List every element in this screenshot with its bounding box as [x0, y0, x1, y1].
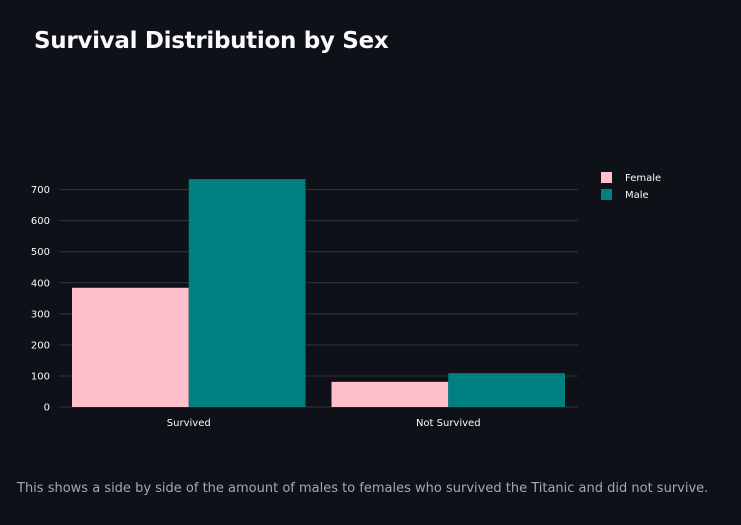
bar-female-survived[interactable] — [72, 287, 189, 407]
legend-label-female[interactable]: Female — [625, 173, 661, 184]
bar-male-survived[interactable] — [188, 179, 306, 407]
bar-male-not-survived[interactable] — [448, 373, 565, 407]
y-axis-ticks: 0 100 200 300 400 500 600 700 — [31, 185, 50, 413]
x-tick-label: Not Survived — [416, 418, 481, 429]
y-tick-label: 700 — [31, 185, 50, 196]
x-axis-ticks: Survived Not Survived — [167, 418, 481, 429]
y-tick-label: 200 — [31, 340, 50, 351]
y-tick-label: 600 — [31, 216, 50, 227]
legend[interactable]: Female Male — [601, 172, 661, 201]
y-tick-label: 400 — [31, 278, 50, 289]
page-title: Survival Distribution by Sex — [34, 28, 389, 54]
y-tick-label: 0 — [44, 403, 50, 414]
y-tick-label: 500 — [31, 247, 50, 258]
y-tick-label: 100 — [31, 371, 50, 382]
bar-chart: 0 100 200 300 400 500 600 700 Survived Not Survi… — [31, 172, 661, 429]
y-tick-label: 300 — [31, 309, 50, 320]
bar-female-not-survived[interactable] — [331, 381, 449, 407]
legend-label-male[interactable]: Male — [625, 190, 649, 201]
x-tick-label: Survived — [167, 418, 211, 429]
legend-swatch-male[interactable] — [601, 189, 612, 200]
legend-swatch-female[interactable] — [601, 172, 612, 183]
bars — [72, 179, 565, 407]
chart-caption: This shows a side by side of the amount … — [17, 481, 709, 496]
